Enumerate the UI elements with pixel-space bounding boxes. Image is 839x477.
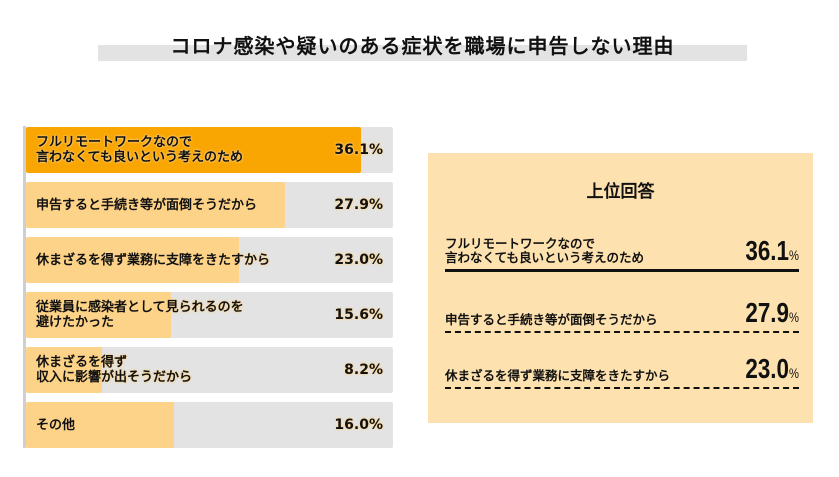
bar xyxy=(26,347,102,393)
category-label: 休まざるを得ず業務に支障をきたすから xyxy=(36,252,271,268)
top-answer-label: 休まざるを得ず業務に支障をきたすから xyxy=(445,368,671,383)
category-label: 申告すると手続き等が面倒そうだから xyxy=(36,197,258,213)
value-label: 8.2% xyxy=(344,362,383,378)
bar-track: 休まざるを得ず 収入に影響が出そうだから 8.2% xyxy=(26,347,393,393)
category-label: その他 xyxy=(36,417,76,433)
bar xyxy=(26,127,361,173)
bar-track: 従業員に感染者として見られるのを 避けたかった 15.6% xyxy=(26,292,393,338)
y-axis-line xyxy=(23,126,26,448)
title-band xyxy=(98,45,747,61)
bar xyxy=(26,292,171,338)
bar xyxy=(26,237,240,283)
chart-title: コロナ感染や疑いのある症状を職場に申告しない理由 xyxy=(170,34,675,58)
value-label: 15.6% xyxy=(334,307,383,323)
value-label: 27.9% xyxy=(334,197,383,213)
value-label: 36.1% xyxy=(334,142,383,158)
top-answer-2: 申告すると手続き等が面倒そうだから 27.9% xyxy=(445,293,799,333)
category-label: フルリモートワークなので 言わなくても良いという考えのため xyxy=(36,135,243,165)
value-label: 23.0% xyxy=(334,252,383,268)
top-answer-label: フルリモートワークなので 言わなくても良いという考えのため xyxy=(445,236,645,265)
top-answer-1: フルリモートワークなので 言わなくても良いという考えのため 36.1% xyxy=(445,229,799,272)
top-answer-label: 申告すると手続き等が面倒そうだから xyxy=(445,312,658,327)
category-label: 従業員に感染者として見られるのを 避けたかった xyxy=(36,300,244,330)
panel-title: 上位回答 xyxy=(586,182,655,202)
bar-track: 申告すると手続き等が面倒そうだから 27.9% xyxy=(26,182,393,228)
bar xyxy=(26,182,285,228)
top-answers-panel: 上位回答 フルリモートワークなので 言わなくても良いという考えのため 36.1%… xyxy=(428,153,813,423)
top-answer-value: 23.0% xyxy=(745,353,799,384)
bar-track: 休まざるを得ず業務に支障をきたすから 23.0% xyxy=(26,237,393,283)
value-label: 16.0% xyxy=(334,417,383,433)
top-answer-value: 36.1% xyxy=(745,235,799,266)
bar xyxy=(26,402,175,448)
bar-track: その他 16.0% xyxy=(26,402,393,448)
category-label: 休まざるを得ず 収入に影響が出そうだから xyxy=(36,355,193,385)
top-answer-3: 休まざるを得ず業務に支障をきたすから 23.0% xyxy=(445,349,799,389)
top-answer-value: 27.9% xyxy=(745,297,799,328)
bar-track: フルリモートワークなので 言わなくても良いという考えのため 36.1% xyxy=(26,127,393,173)
